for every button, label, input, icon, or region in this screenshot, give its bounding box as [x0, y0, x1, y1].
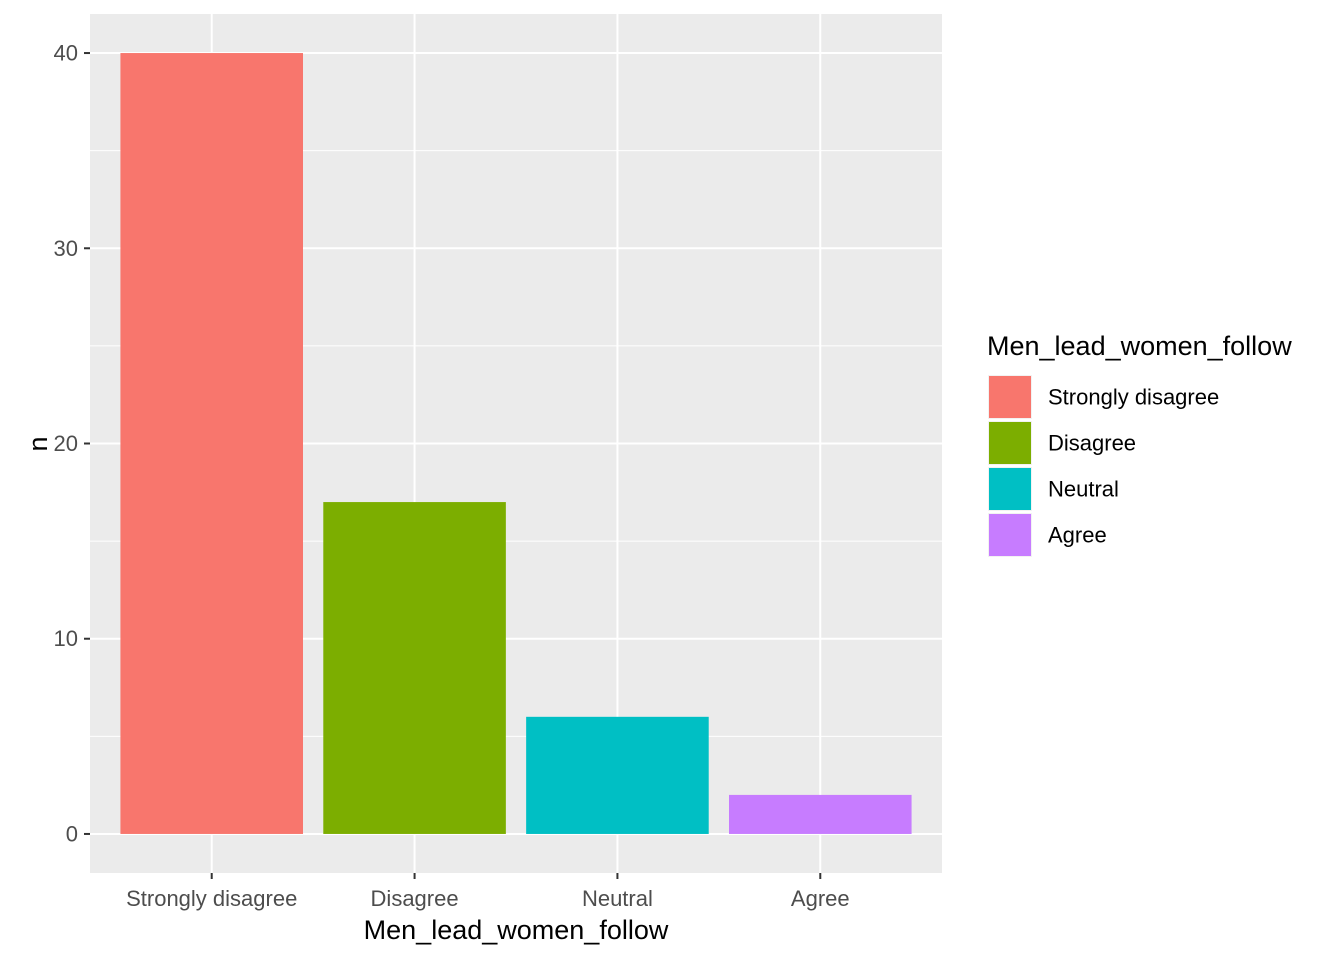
legend-key-swatch: [989, 468, 1031, 510]
y-tick-label: 10: [54, 626, 78, 651]
x-tick-label: Agree: [791, 886, 850, 911]
bars: [120, 53, 912, 834]
x-axis-title: Men_lead_women_follow: [364, 915, 669, 945]
y-tick-label: 0: [66, 821, 78, 846]
legend-title: Men_lead_women_follow: [987, 331, 1292, 361]
y-tick-label: 20: [54, 431, 78, 456]
x-tick-label: Neutral: [582, 886, 653, 911]
legend-entry-label: Agree: [1048, 523, 1107, 548]
y-tick-label: 30: [54, 236, 78, 261]
legend-key-swatch: [989, 422, 1031, 464]
y-tick-label: 40: [54, 41, 78, 66]
legend-entry-label: Disagree: [1048, 431, 1136, 456]
legend-entry-label: Neutral: [1048, 477, 1119, 502]
y-axis-title: n: [23, 436, 53, 451]
legend-key-swatch: [989, 514, 1031, 556]
legend: Men_lead_women_follow Strongly disagree D…: [987, 331, 1292, 557]
bar-disagree: [323, 502, 506, 834]
legend-key-swatch: [989, 376, 1031, 418]
x-tick-label: Strongly disagree: [126, 886, 297, 911]
x-axis-ticks: Strongly disagree Disagree Neutral Agree: [126, 873, 850, 911]
legend-entry-label: Strongly disagree: [1048, 385, 1219, 410]
y-axis-ticks: 0 10 20 30 40: [54, 41, 90, 846]
x-tick-label: Disagree: [371, 886, 459, 911]
bar-strongly-disagree: [120, 53, 303, 834]
bar-neutral: [526, 716, 709, 834]
bar-agree: [729, 794, 912, 834]
